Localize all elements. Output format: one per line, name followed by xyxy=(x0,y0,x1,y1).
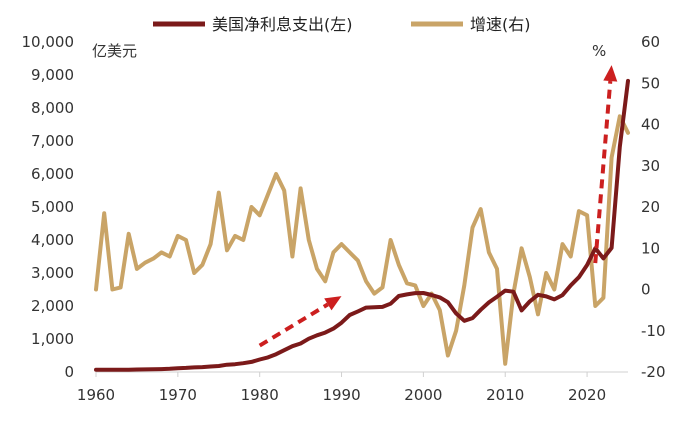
left-tick-label: 7,000 xyxy=(31,132,74,150)
x-tick-label: 2000 xyxy=(404,386,442,404)
legend-label-interest: 美国净利息支出(左) xyxy=(212,15,353,34)
legend-label-growth: 增速(右) xyxy=(470,15,531,34)
legend: 美国净利息支出(左) 增速(右) xyxy=(153,15,531,34)
left-tick-label: 1,000 xyxy=(31,330,74,348)
left-axis-ticks: 0 1,000 2,000 3,000 4,000 5,000 6,000 7,000 8,00… xyxy=(22,33,75,381)
x-tick-label: 1960 xyxy=(77,386,115,404)
left-tick-label: 9,000 xyxy=(31,66,74,84)
left-tick-label: 2,000 xyxy=(31,297,74,315)
annotation-arrow-shaft xyxy=(593,80,613,264)
right-tick-label: 30 xyxy=(641,157,660,175)
x-tick-label: 2020 xyxy=(568,386,606,404)
left-tick-label: 6,000 xyxy=(31,165,74,183)
series-line-growth xyxy=(94,114,630,366)
right-tick-label: 40 xyxy=(641,116,660,134)
annotation-arrow-shaft xyxy=(258,302,329,348)
x-axis-ticks: 1960 1970 1980 1990 2000 2010 2020 xyxy=(77,372,606,404)
right-tick-label: 60 xyxy=(641,33,660,51)
right-tick-label: 10 xyxy=(641,239,660,257)
right-axis-ticks: -20 -10 0 10 20 30 40 50 60 xyxy=(641,33,666,381)
right-tick-label: 20 xyxy=(641,198,660,216)
annotation-arrow-head xyxy=(603,65,618,82)
left-tick-label: 4,000 xyxy=(31,231,74,249)
series-line-interest xyxy=(94,78,630,372)
x-tick-label: 1990 xyxy=(322,386,360,404)
annotation-arrows xyxy=(258,65,618,348)
left-tick-label: 0 xyxy=(64,363,74,381)
right-tick-label: 0 xyxy=(641,281,651,299)
x-tick-label: 1980 xyxy=(241,386,279,404)
annotation-arrow-head xyxy=(324,296,342,311)
left-tick-label: 3,000 xyxy=(31,264,74,282)
x-tick-label: 2010 xyxy=(486,386,524,404)
right-tick-label: -20 xyxy=(641,363,666,381)
x-tick-label: 1970 xyxy=(159,386,197,404)
left-tick-label: 10,000 xyxy=(22,33,75,51)
left-tick-label: 5,000 xyxy=(31,198,74,216)
right-tick-label: -10 xyxy=(641,322,666,340)
right-axis-unit: % xyxy=(592,42,606,60)
left-axis-unit: 亿美元 xyxy=(92,42,137,60)
right-tick-label: 50 xyxy=(641,74,660,92)
left-tick-label: 8,000 xyxy=(31,99,74,117)
